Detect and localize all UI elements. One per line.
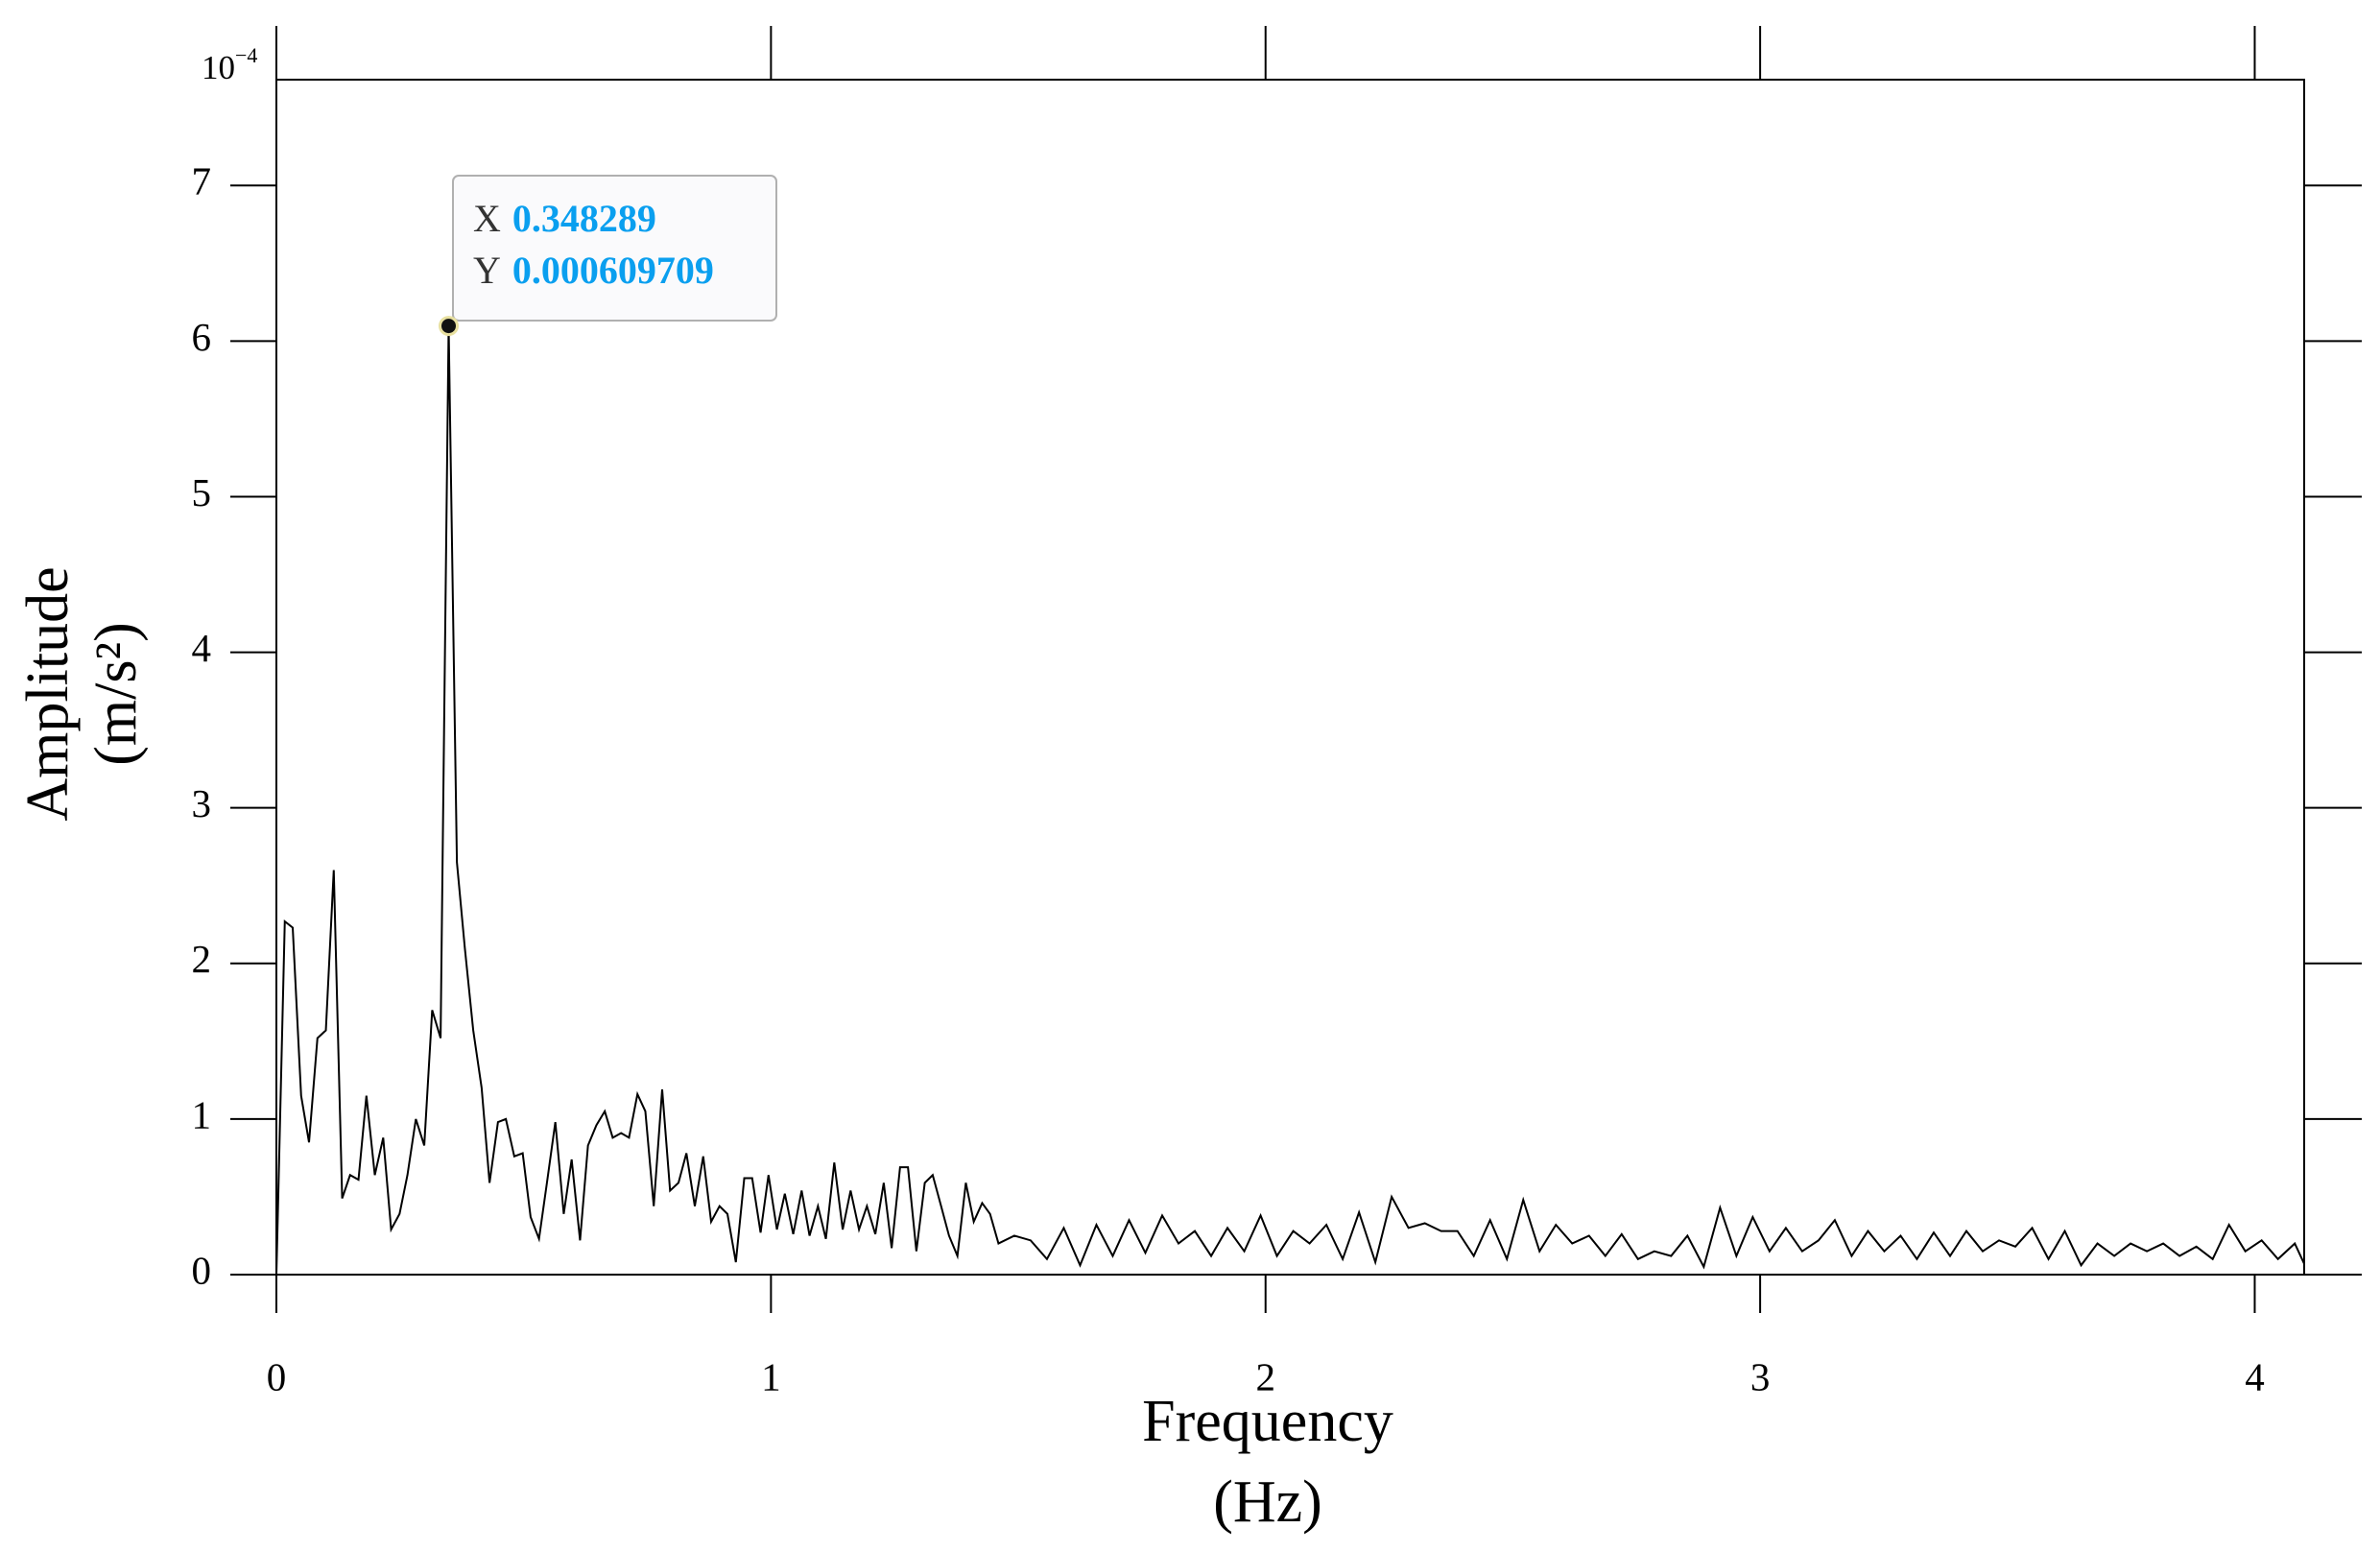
x-tick-label: 2 bbox=[1255, 1354, 1275, 1398]
y-axis-label: Amplitude bbox=[15, 566, 81, 821]
datatip-x-value: 0.348289 bbox=[512, 197, 656, 240]
plot-frame bbox=[275, 79, 2305, 1276]
y-tick-label: 2 bbox=[192, 937, 212, 981]
exponent-power: −4 bbox=[235, 43, 257, 67]
datatip-box bbox=[452, 175, 777, 322]
x-tick-label: 3 bbox=[1750, 1354, 1771, 1398]
datatip-y-label: Y bbox=[473, 249, 501, 292]
spectrum-line bbox=[275, 325, 2305, 1276]
y-tick-label: 0 bbox=[192, 1248, 212, 1292]
y-axis-unit: (m/s²) bbox=[83, 622, 149, 765]
y-tick-label: 4 bbox=[192, 626, 212, 670]
y-tick-label: 1 bbox=[192, 1092, 212, 1136]
datatip-y-value: 0.000609709 bbox=[512, 249, 714, 292]
x-tick-label: 0 bbox=[267, 1354, 287, 1398]
x-tick-label: 1 bbox=[761, 1354, 781, 1398]
y-tick-label: 7 bbox=[192, 159, 212, 203]
x-tick-label: 4 bbox=[2245, 1354, 2265, 1398]
y-tick-label: 6 bbox=[192, 315, 212, 359]
exponent-base: 10 bbox=[202, 49, 235, 86]
datatip-point bbox=[438, 316, 459, 337]
y-tick-label: 3 bbox=[192, 781, 212, 825]
datatip-x: X 0.348289 bbox=[473, 197, 656, 240]
x-axis-label: Frequency bbox=[1142, 1389, 1393, 1454]
y-tick-label: 5 bbox=[192, 470, 212, 514]
x-axis-unit: (Hz) bbox=[1213, 1469, 1322, 1535]
y-exponent: 10−4 bbox=[202, 43, 257, 86]
datatip-y: Y 0.000609709 bbox=[473, 249, 714, 292]
datatip-x-label: X bbox=[473, 197, 501, 240]
